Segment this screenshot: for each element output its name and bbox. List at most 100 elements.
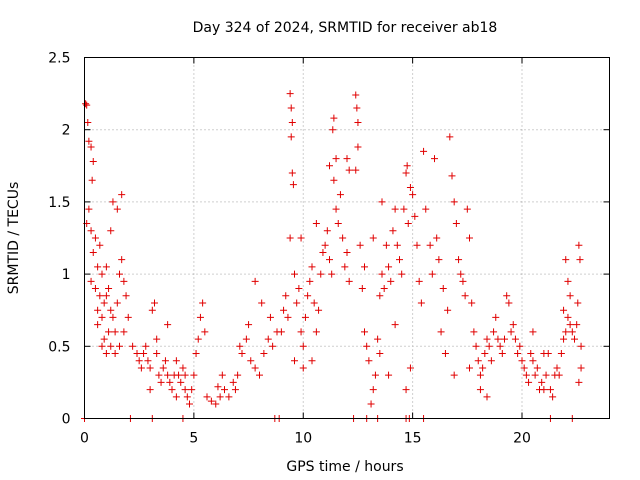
data-point (546, 386, 554, 394)
data-point (102, 292, 110, 300)
data-point (566, 321, 574, 329)
data-point (531, 371, 539, 379)
data-point (557, 350, 565, 358)
data-point (164, 321, 172, 329)
data-point (435, 256, 443, 264)
data-point (540, 350, 548, 358)
data-point (341, 263, 349, 271)
data-point (207, 397, 215, 405)
data-point (98, 342, 106, 350)
data-point (527, 350, 535, 358)
data-point (577, 342, 585, 350)
data-point (157, 378, 165, 386)
data-point (289, 181, 297, 189)
data-point (441, 350, 449, 358)
data-point (334, 220, 342, 228)
data-point (571, 335, 578, 343)
data-point (288, 169, 296, 177)
chart-title: Day 324 of 2024, SRMTID for receiver ab1… (193, 20, 498, 36)
data-point (87, 227, 95, 235)
data-point (100, 335, 108, 343)
data-point (374, 335, 382, 343)
data-point (485, 342, 493, 350)
data-point (280, 306, 288, 314)
data-point (472, 342, 480, 350)
data-point (345, 166, 353, 174)
data-point (297, 328, 305, 336)
data-point (183, 393, 191, 401)
data-point (203, 393, 211, 401)
data-point (413, 241, 421, 249)
data-point (186, 400, 193, 408)
data-point (476, 371, 484, 379)
data-point (116, 342, 123, 350)
data-point (82, 100, 90, 108)
data-point (339, 234, 347, 242)
data-point (94, 321, 102, 329)
data-point (319, 248, 327, 256)
data-point (490, 328, 498, 336)
data-point (568, 328, 576, 336)
data-point (172, 357, 180, 365)
data-point (573, 321, 581, 329)
data-point (297, 234, 305, 242)
data-point (87, 143, 95, 151)
data-point (422, 205, 430, 213)
data-point (516, 342, 524, 350)
data-point (431, 155, 438, 163)
data-point (404, 220, 412, 228)
data-point (402, 169, 410, 177)
data-point (354, 143, 362, 151)
data-point (301, 313, 309, 321)
data-point (406, 183, 414, 191)
data-point (481, 350, 489, 358)
data-point (308, 263, 316, 271)
x-tick-label: 10 (294, 431, 312, 447)
data-point (474, 357, 482, 365)
data-point (369, 386, 377, 394)
data-point (306, 277, 314, 285)
data-point (326, 256, 333, 264)
data-point (89, 248, 97, 256)
data-point (411, 212, 419, 220)
data-point (330, 114, 338, 122)
data-point (94, 306, 102, 314)
data-point (269, 342, 277, 350)
data-point (308, 357, 316, 365)
data-point (564, 313, 572, 321)
data-point (409, 191, 417, 199)
data-point (332, 205, 340, 213)
data-point (560, 306, 568, 314)
data-point (264, 335, 272, 343)
data-point (511, 335, 519, 343)
data-point (181, 371, 189, 379)
data-point (402, 386, 410, 394)
data-point (468, 299, 476, 307)
y-tick-label: 1.5 (48, 195, 70, 211)
data-point (494, 335, 502, 343)
data-point (120, 277, 128, 285)
data-point (87, 277, 95, 285)
data-point (201, 328, 209, 336)
data-point (352, 166, 360, 174)
data-point (385, 263, 393, 271)
data-point (542, 371, 550, 379)
data-point (529, 357, 537, 365)
data-point (553, 364, 561, 372)
data-point (336, 191, 344, 199)
data-point (505, 299, 513, 307)
data-point (323, 227, 331, 235)
data-point (315, 306, 323, 314)
data-point (242, 335, 250, 343)
data-point (574, 299, 582, 307)
data-point (450, 198, 458, 206)
data-point (153, 350, 161, 358)
data-point (212, 400, 220, 408)
data-point (520, 364, 528, 372)
data-point (291, 270, 298, 278)
data-point (146, 386, 154, 394)
data-point (459, 277, 467, 285)
data-point (389, 227, 397, 235)
data-point (107, 227, 115, 235)
